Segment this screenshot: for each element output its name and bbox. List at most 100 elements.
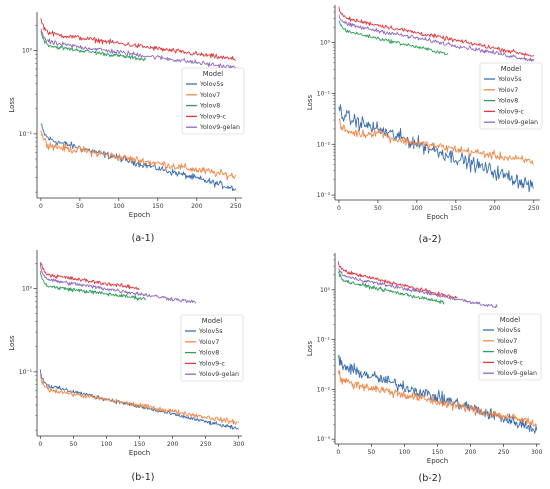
legend-title: Model xyxy=(501,65,522,73)
legend-entry: Yolov9-c xyxy=(199,113,226,120)
legend-entry: Yolov5s xyxy=(198,328,222,335)
series-line-yolov7 xyxy=(337,370,537,427)
series-line-yolov5s xyxy=(337,354,538,434)
series-line-yolov9-c xyxy=(338,6,535,57)
legend-entry: Yolov8 xyxy=(497,98,518,105)
legend-entry: Yolov5s xyxy=(496,327,520,334)
x-tick-label: 0 xyxy=(38,441,42,448)
y-axis-label: Loss xyxy=(8,97,16,113)
legend-entry: Yolov5s xyxy=(199,81,223,88)
panel-caption: (b-2) xyxy=(419,473,442,484)
chart-a-1: 0 50 100 150 200 250 10⁰ 10⁻¹ Epoch Loss Model Yolo… xyxy=(8,12,245,244)
series-line-yolov9-gelan xyxy=(40,28,237,70)
legend-title: Model xyxy=(500,316,521,324)
legend-entry: Yolov9-c xyxy=(198,360,225,367)
x-tick-label: 50 xyxy=(70,441,78,448)
x-tick-label: 50 xyxy=(374,205,382,212)
legend-entry: Yolov9-gelan xyxy=(497,119,538,126)
x-tick-label: 250 xyxy=(200,441,212,448)
series-line-yolov5s xyxy=(338,104,534,193)
y-tick-label: 10⁰ xyxy=(22,48,33,55)
series-line-yolov9-gelan xyxy=(338,14,535,62)
series-line-yolov7 xyxy=(39,374,239,426)
y-tick-label: 10⁻³ xyxy=(317,436,331,443)
y-tick-label: 10⁻¹ xyxy=(317,337,331,344)
x-tick-label: 100 xyxy=(113,203,125,210)
chart-b-1: 0 50 100 150 200 250 300 10⁰ 10⁻¹ Epoch Loss Model Y… xyxy=(8,250,245,483)
legend-entry: Yolov5s xyxy=(497,76,521,83)
legend: Model Yolov5s Yolov7 Yolov8 Yolov9-c Yolov9-g… xyxy=(478,313,542,381)
x-tick-label: 200 xyxy=(489,205,501,212)
legend-box xyxy=(180,314,244,382)
legend-box xyxy=(478,313,542,381)
legend-entry: Yolov8 xyxy=(199,103,220,110)
x-tick-label: 150 xyxy=(450,205,462,212)
x-tick-label: 300 xyxy=(531,449,543,456)
x-tick-label: 250 xyxy=(528,205,540,212)
y-axis-label: Loss xyxy=(306,94,314,110)
legend-title: Model xyxy=(203,70,224,78)
legend: Model Yolov5s Yolov7 Yolov8 Yolov9-c Yolov9-g… xyxy=(479,62,543,130)
x-axis-label: Epoch xyxy=(427,213,448,221)
legend: Model Yolov5s Yolov7 Yolov8 Yolov9-c Yolov9-g… xyxy=(181,67,245,135)
y-axis-label: Loss xyxy=(306,340,314,356)
series-line-yolov8 xyxy=(338,20,449,56)
legend-box xyxy=(479,62,543,130)
series-line-yolov8 xyxy=(40,31,147,62)
y-tick-label: 10⁻² xyxy=(317,386,331,393)
x-tick-label: 100 xyxy=(399,449,411,456)
chart-a-2: 0 50 100 150 200 250 10⁰ 10⁻¹ 10⁻² 10⁻³ Epoch Loss M… xyxy=(306,5,543,245)
panel-caption: (a-2) xyxy=(419,234,442,245)
x-tick-label: 50 xyxy=(76,203,84,210)
legend-entry: Yolov7 xyxy=(496,338,517,345)
series-line-yolov9-c xyxy=(337,261,458,299)
x-axis-label: Epoch xyxy=(129,449,150,457)
chart-b-2: 0 50 100 150 200 250 300 10⁰ 10⁻¹ 10⁻² 10⁻³ Epoch Lo… xyxy=(306,253,543,484)
series-line-yolov7 xyxy=(40,129,237,181)
x-tick-label: 100 xyxy=(411,205,423,212)
x-tick-label: 200 xyxy=(167,441,179,448)
x-tick-label: 150 xyxy=(134,441,146,448)
x-tick-label: 200 xyxy=(465,449,477,456)
legend-entry: Yolov7 xyxy=(199,92,220,99)
legend-entry: Yolov7 xyxy=(497,87,518,94)
legend-title: Model xyxy=(202,317,223,325)
x-tick-label: 300 xyxy=(233,441,245,448)
series-line-yolov8 xyxy=(39,270,147,301)
legend-entry: Yolov9-gelan xyxy=(199,124,240,131)
x-tick-label: 0 xyxy=(337,205,341,212)
x-tick-label: 150 xyxy=(152,203,164,210)
legend-entry: Yolov8 xyxy=(496,349,517,356)
legend-entry: Yolov9-gelan xyxy=(198,371,239,378)
legend-entry: Yolov8 xyxy=(198,350,219,357)
x-tick-label: 100 xyxy=(101,441,113,448)
y-tick-label: 10⁻³ xyxy=(317,192,331,199)
legend-entry: Yolov9-c xyxy=(497,108,524,115)
y-tick-label: 10⁰ xyxy=(22,286,33,293)
x-tick-label: 250 xyxy=(498,449,510,456)
x-tick-label: 50 xyxy=(368,449,376,456)
y-tick-label: 10⁰ xyxy=(320,40,331,47)
y-tick-label: 10⁰ xyxy=(320,287,331,294)
x-axis-label: Epoch xyxy=(129,211,150,219)
series-line-yolov9-gelan xyxy=(338,268,498,309)
series-line-yolov9-c xyxy=(39,261,140,291)
y-axis-label: Loss xyxy=(8,335,16,351)
legend-entry: Yolov9-c xyxy=(496,359,523,366)
x-axis-label: Epoch xyxy=(427,457,448,465)
legend-box xyxy=(181,67,245,135)
x-tick-label: 200 xyxy=(191,203,203,210)
series-line-yolov8 xyxy=(337,271,445,305)
series-line-yolov9-gelan xyxy=(39,263,197,304)
x-tick-label: 0 xyxy=(336,449,340,456)
y-tick-label: 10⁻¹ xyxy=(19,369,33,376)
y-tick-label: 10⁻² xyxy=(317,141,331,148)
x-tick-label: 0 xyxy=(39,203,43,210)
series-line-yolov7 xyxy=(338,118,534,165)
y-tick-label: 10⁻¹ xyxy=(317,90,331,97)
x-tick-label: 250 xyxy=(230,203,242,210)
series-line-yolov9-c xyxy=(40,18,236,61)
series-line-yolov5s xyxy=(39,369,240,430)
panel-caption: (a-1) xyxy=(132,233,155,244)
